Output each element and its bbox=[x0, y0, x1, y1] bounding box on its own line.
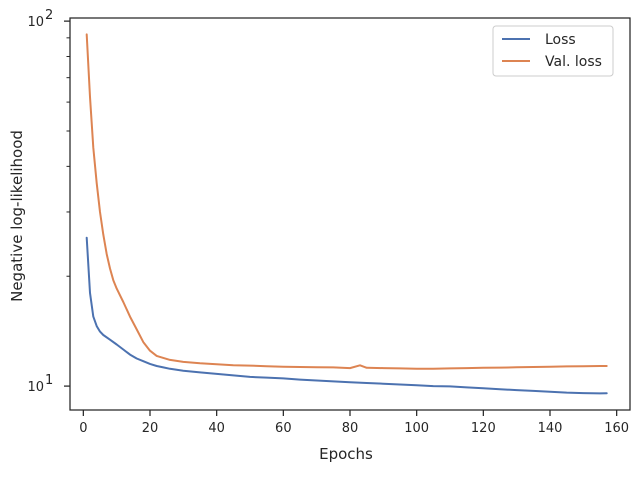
x-tick-label: 120 bbox=[471, 421, 496, 436]
legend: Loss Val. loss bbox=[492, 25, 614, 77]
plot-lines bbox=[85, 33, 608, 395]
series-line-0 bbox=[85, 236, 608, 395]
legend-label-val-loss: Val. loss bbox=[545, 54, 602, 70]
y-tick-label: 10 bbox=[27, 15, 44, 30]
x-tick-label: 20 bbox=[142, 421, 159, 436]
x-tick-label: 80 bbox=[342, 421, 359, 436]
x-axis-title: Epochs bbox=[319, 445, 373, 463]
x-tick-label: 100 bbox=[404, 421, 429, 436]
y-tick-exponent: 1 bbox=[45, 373, 53, 388]
y-axis-title: Negative log-likelihood bbox=[8, 130, 26, 302]
x-tick-label: 60 bbox=[275, 421, 292, 436]
x-tick-label: 140 bbox=[538, 421, 563, 436]
series-line-1 bbox=[85, 33, 608, 370]
y-tick-label: 10 bbox=[27, 380, 44, 395]
plot-frame bbox=[69, 17, 631, 411]
x-tick-label: 160 bbox=[604, 421, 629, 436]
y-tick-exponent: 2 bbox=[45, 8, 53, 23]
legend-label-loss: Loss bbox=[545, 32, 576, 48]
x-tick-label: 0 bbox=[79, 421, 87, 436]
x-tick-label: 40 bbox=[208, 421, 225, 436]
